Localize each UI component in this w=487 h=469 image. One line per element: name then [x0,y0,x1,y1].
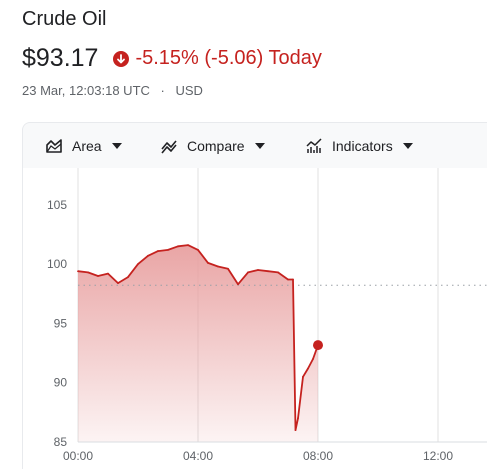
y-tick-label: 105 [47,198,67,212]
currency: USD [175,83,203,98]
area-fill [78,245,318,442]
data-point [147,254,149,257]
data-point [107,272,109,275]
price-chart[interactable]: 85 90 95 100 105 00:00 04:00 08:00 12:00 [23,168,487,469]
indicators-icon [306,138,322,153]
x-tick-label: 08:00 [303,449,333,463]
data-point [297,417,299,420]
compare-label: Compare [187,138,245,154]
data-point [177,245,179,248]
arrow-down-circle-icon [113,50,130,67]
y-tick-label: 90 [54,376,68,390]
data-point [267,270,269,273]
data-point [197,248,199,251]
latest-price-marker[interactable] [313,340,323,351]
data-point [237,283,239,286]
timestamp: 23 Mar, 12:03:18 UTC [22,83,150,98]
chart-panel[interactable]: 85 90 95 100 105 00:00 04:00 08:00 12:00 [22,168,487,469]
x-tick-label: 04:00 [183,449,213,463]
data-point [217,265,219,268]
x-tick-label: 00:00 [63,449,93,463]
compare-icon [161,140,177,154]
chart-toolbar: Area Compare Indicators [22,122,487,169]
data-point [257,269,259,271]
area-label: Area [72,138,102,154]
data-point [137,263,139,265]
data-point [127,276,129,279]
y-tick-label: 95 [54,316,68,330]
data-point [207,262,209,264]
data-point [277,271,279,274]
indicators-label: Indicators [332,138,393,154]
area-button[interactable]: Area [45,123,122,169]
price-change: -5.15% (-5.06) Today [135,47,322,69]
meta-separator: · [160,83,165,98]
data-point [157,250,159,252]
data-point [97,275,99,277]
data-point [227,267,229,270]
data-point [292,278,294,281]
data-point [312,358,314,360]
compare-button[interactable]: Compare [160,123,265,169]
data-point [294,429,297,432]
indicators-button[interactable]: Indicators [305,123,413,169]
chevron-down-icon [111,143,122,149]
data-point [302,375,304,378]
y-tick-label: 100 [47,257,67,271]
data-point [117,282,119,284]
chevron-down-icon [402,143,413,149]
price-row: $93.17 -5.15% (-5.06) Today [22,44,322,73]
data-point [187,244,189,247]
data-point [287,278,289,281]
data-point [77,270,79,273]
data-point [87,271,89,274]
data-point [247,271,249,274]
price-meta: 23 Mar, 12:03:18 UTC · USD [22,83,203,98]
asset-title: Crude Oil [22,8,107,30]
y-tick-label: 85 [54,435,68,449]
chevron-down-icon [254,143,265,149]
data-point [167,248,169,251]
current-price: $93.17 [22,44,99,72]
data-point [307,367,309,370]
x-tick-label: 12:00 [423,449,453,463]
area-chart-icon [46,139,62,153]
